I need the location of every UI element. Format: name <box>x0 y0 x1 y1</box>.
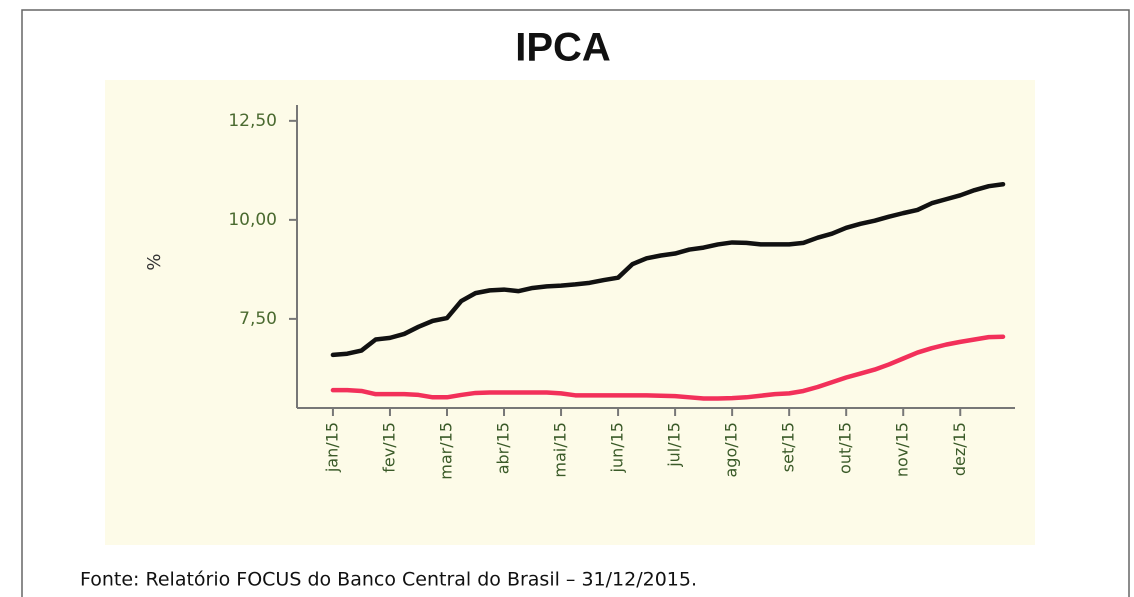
x-tick-label: jun/15 <box>608 422 627 473</box>
y-tick-label: 10,00 <box>228 210 277 230</box>
x-tick-label: mar/15 <box>436 422 455 480</box>
x-tick-label: set/15 <box>779 422 798 472</box>
source-note: Fonte: Relatório FOCUS do Banco Central … <box>80 569 697 591</box>
x-tick-label: ago/15 <box>722 422 741 478</box>
line-series <box>330 181 1006 358</box>
y-axis-label: % <box>144 253 165 270</box>
chart-title: IPCA <box>515 26 611 70</box>
x-tick-label: jul/15 <box>665 422 684 468</box>
x-tick-label: jan/15 <box>322 422 341 473</box>
y-tick-label: 7,50 <box>239 309 277 329</box>
x-tick-label: dez/15 <box>950 422 969 476</box>
x-tick-label: fev/15 <box>379 422 398 473</box>
x-tick-label: mai/15 <box>551 422 570 478</box>
plot-background <box>105 80 1035 545</box>
x-tick-label: out/15 <box>836 422 855 474</box>
y-tick-label: 12,50 <box>228 111 277 131</box>
line-series <box>330 334 1006 401</box>
x-tick-label: nov/15 <box>893 422 912 477</box>
frame <box>21 9 1130 597</box>
x-tick-label: abr/15 <box>494 422 513 474</box>
